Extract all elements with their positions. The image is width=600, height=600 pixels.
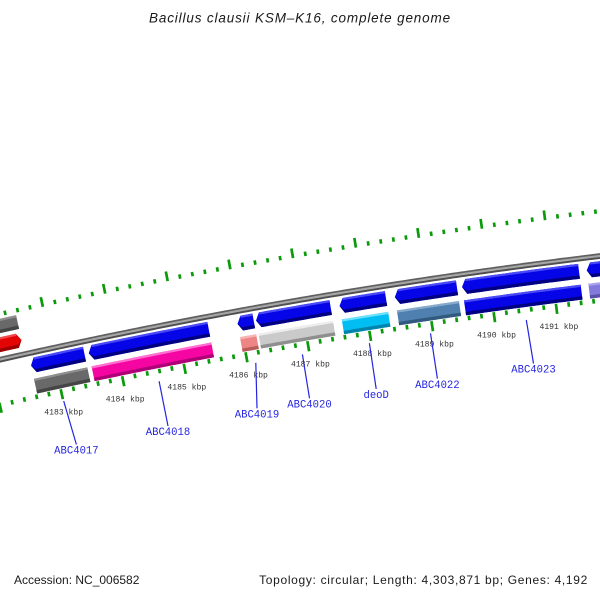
svg-text:Accession: NC_006582: Accession: NC_006582 — [14, 573, 140, 587]
svg-text:4186 kbp: 4186 kbp — [229, 372, 268, 381]
svg-text:4183 kbp: 4183 kbp — [44, 409, 83, 418]
svg-text:ABC4018: ABC4018 — [146, 427, 191, 439]
svg-text:4188 kbp: 4188 kbp — [353, 350, 392, 359]
svg-text:ABC4017: ABC4017 — [54, 446, 99, 458]
svg-text:4184 kbp: 4184 kbp — [106, 396, 145, 405]
svg-text:ABC4022: ABC4022 — [415, 380, 460, 392]
svg-text:deoD: deoD — [363, 390, 388, 402]
svg-text:4191 kbp: 4191 kbp — [539, 323, 578, 332]
svg-text:Bacillus clausii KSM–K16, comp: Bacillus clausii KSM–K16, complete genom… — [149, 10, 451, 25]
svg-text:ABC4019: ABC4019 — [235, 410, 280, 422]
svg-text:4189 kbp: 4189 kbp — [415, 341, 454, 350]
svg-text:4187 kbp: 4187 kbp — [291, 361, 330, 370]
svg-text:4190 kbp: 4190 kbp — [477, 332, 516, 341]
svg-text:Topology: circular; Length: 4,: Topology: circular; Length: 4,303,871 bp… — [259, 573, 588, 587]
svg-text:ABC4023: ABC4023 — [511, 365, 556, 377]
svg-text:4185 kbp: 4185 kbp — [167, 383, 206, 392]
svg-text:ABC4020: ABC4020 — [287, 400, 332, 412]
